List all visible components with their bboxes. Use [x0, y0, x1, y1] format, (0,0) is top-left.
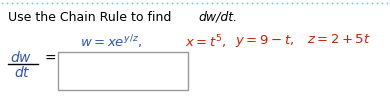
Text: $x = t^5,$: $x = t^5,$: [185, 33, 227, 51]
Text: $dw$: $dw$: [10, 50, 32, 65]
Text: dw/dt.: dw/dt.: [198, 11, 237, 24]
Text: Use the Chain Rule to find: Use the Chain Rule to find: [8, 11, 176, 24]
Text: $y = 9 - t,$: $y = 9 - t,$: [235, 33, 294, 49]
Bar: [58, 52, 188, 90]
Text: $z = 2 + 5t$: $z = 2 + 5t$: [307, 33, 371, 46]
Text: $dt$: $dt$: [14, 65, 31, 80]
Text: $w = xe^{y/z},$: $w = xe^{y/z},$: [80, 33, 142, 51]
Text: $=$: $=$: [42, 50, 57, 64]
